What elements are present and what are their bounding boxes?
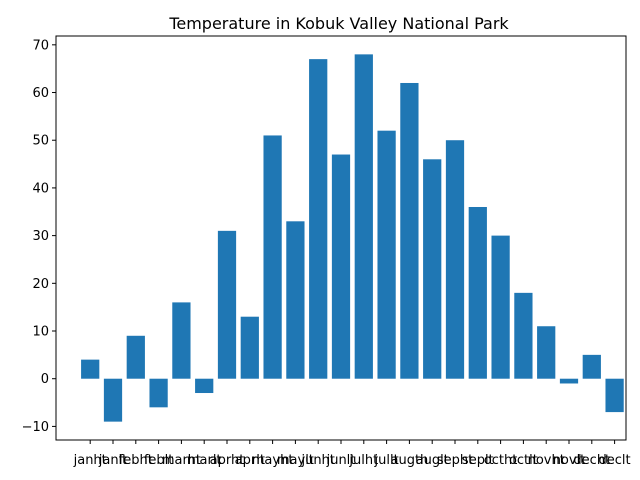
y-tick-label: 50 xyxy=(32,134,49,149)
x-tick-label-aprht: aprht xyxy=(210,453,245,468)
bar-janlt xyxy=(103,378,123,422)
bar-octlt xyxy=(514,292,533,379)
chart-title: Temperature in Kobuk Valley National Par… xyxy=(168,14,509,33)
x-tick-label-janlt: janlt xyxy=(98,453,128,468)
x-tick-label-declt: declt xyxy=(599,453,631,468)
bar-novht xyxy=(537,326,556,379)
x-tick-label-janht: janht xyxy=(73,453,107,468)
x-tick-label-seplt: seplt xyxy=(462,453,494,468)
bar-janht xyxy=(81,359,100,379)
bar-junht xyxy=(309,59,328,379)
y-tick-label: −10 xyxy=(22,420,49,435)
y-tick-label: 0 xyxy=(41,372,49,387)
x-tick-label-febht: febht xyxy=(119,453,153,468)
y-tick-label: 40 xyxy=(32,181,49,196)
bar-seplt xyxy=(468,206,487,379)
x-tick-label-jullt: jullt xyxy=(374,453,399,468)
x-axis: janhtjanltfebhtfebltmarhtmarltaprhtaprlt… xyxy=(73,440,631,468)
x-tick-label-decht: decht xyxy=(573,453,610,468)
y-axis: −10 0 10 20 30 40 50 60 70 xyxy=(22,38,56,435)
y-tick-label: 30 xyxy=(32,229,49,244)
x-tick-label-marlt: marlt xyxy=(187,453,222,468)
bar-junlt xyxy=(331,154,351,379)
bar-aprlt xyxy=(240,316,259,379)
bar-maylt xyxy=(286,221,305,379)
bar-sepht xyxy=(445,140,465,379)
x-tick-label-novht: novht xyxy=(528,453,565,468)
bar-augth xyxy=(400,82,419,379)
x-tick-label-feblt: feblt xyxy=(144,453,174,468)
x-tick-label-maylt: maylt xyxy=(277,453,314,468)
x-tick-label-sepht: sepht xyxy=(437,453,473,468)
bar-marlt xyxy=(195,378,214,394)
x-tick-label-octlt: octlt xyxy=(509,453,538,468)
bars-group xyxy=(81,54,624,422)
x-tick-label-junlt: junlt xyxy=(326,453,356,468)
plot-frame xyxy=(55,35,627,441)
x-tick-label-novlt: novlt xyxy=(553,453,586,468)
bar-feblt xyxy=(149,378,168,408)
bar-febht xyxy=(126,335,145,379)
y-tick-label: 60 xyxy=(32,86,49,101)
bar-aprht xyxy=(217,230,237,379)
bar-julht xyxy=(354,54,373,379)
x-tick-label-auglt: auglt xyxy=(416,453,449,468)
bar-jullt xyxy=(377,130,396,379)
y-tick-label: 70 xyxy=(32,38,49,53)
bar-octht xyxy=(491,235,510,379)
x-tick-label-junht: junht xyxy=(300,453,334,468)
bar-marht xyxy=(172,302,191,379)
bar-decht xyxy=(582,354,601,379)
bar-novlt xyxy=(559,378,579,384)
x-tick-label-julht: julht xyxy=(348,453,378,468)
y-tick-label: 20 xyxy=(32,277,49,292)
x-tick-label-mayht: mayht xyxy=(252,453,294,468)
y-tick-label: 10 xyxy=(32,325,49,340)
x-tick-label-aprlt: aprlt xyxy=(235,453,265,468)
bar-mayht xyxy=(263,135,282,379)
x-tick-label-octht: octht xyxy=(484,453,518,468)
x-tick-label-marht: marht xyxy=(162,453,201,468)
bar-auglt xyxy=(423,159,442,379)
bar-declt xyxy=(605,378,624,413)
x-tick-label-augth: augth xyxy=(391,453,429,468)
